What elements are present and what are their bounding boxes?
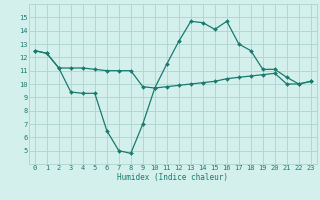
X-axis label: Humidex (Indice chaleur): Humidex (Indice chaleur) [117, 173, 228, 182]
